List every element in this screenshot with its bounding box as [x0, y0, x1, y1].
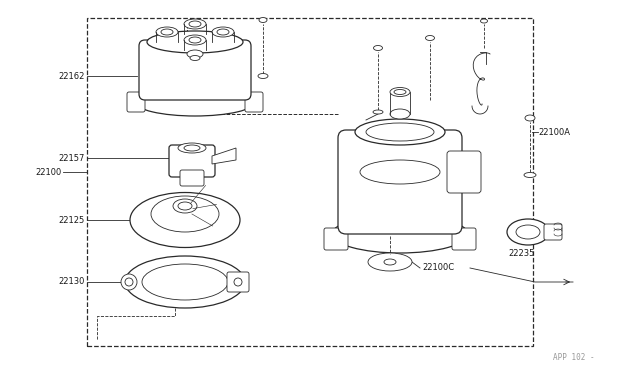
- Ellipse shape: [156, 27, 178, 37]
- FancyBboxPatch shape: [227, 272, 249, 292]
- Ellipse shape: [125, 256, 245, 308]
- FancyBboxPatch shape: [139, 40, 251, 100]
- Ellipse shape: [130, 192, 240, 247]
- Ellipse shape: [384, 259, 396, 265]
- FancyBboxPatch shape: [324, 228, 348, 250]
- Ellipse shape: [184, 19, 206, 29]
- Ellipse shape: [178, 143, 206, 153]
- FancyBboxPatch shape: [245, 92, 263, 112]
- Text: 22162: 22162: [59, 71, 85, 80]
- Ellipse shape: [524, 173, 536, 177]
- Ellipse shape: [366, 123, 434, 141]
- FancyBboxPatch shape: [169, 145, 215, 177]
- Ellipse shape: [368, 253, 412, 271]
- Text: 22157: 22157: [59, 154, 85, 163]
- Ellipse shape: [187, 50, 203, 58]
- Ellipse shape: [258, 74, 268, 78]
- Ellipse shape: [360, 160, 440, 184]
- Text: 22125: 22125: [59, 215, 85, 224]
- Ellipse shape: [481, 19, 488, 23]
- Ellipse shape: [142, 264, 228, 300]
- Ellipse shape: [161, 29, 173, 35]
- Ellipse shape: [217, 29, 229, 35]
- Ellipse shape: [259, 17, 267, 22]
- Polygon shape: [212, 148, 236, 164]
- Ellipse shape: [394, 90, 406, 94]
- Text: 22100C: 22100C: [422, 263, 454, 273]
- Ellipse shape: [190, 55, 200, 61]
- Circle shape: [125, 278, 133, 286]
- Ellipse shape: [516, 225, 540, 239]
- Ellipse shape: [373, 110, 383, 114]
- Circle shape: [234, 278, 242, 286]
- FancyBboxPatch shape: [127, 92, 145, 112]
- FancyBboxPatch shape: [544, 224, 562, 240]
- Ellipse shape: [426, 35, 435, 41]
- FancyBboxPatch shape: [452, 228, 476, 250]
- FancyBboxPatch shape: [180, 170, 204, 186]
- Ellipse shape: [184, 145, 200, 151]
- Ellipse shape: [525, 115, 535, 121]
- Ellipse shape: [390, 87, 410, 96]
- Ellipse shape: [507, 219, 549, 245]
- Ellipse shape: [390, 109, 410, 119]
- Ellipse shape: [178, 202, 192, 210]
- Text: APP 102 -: APP 102 -: [554, 353, 595, 362]
- Ellipse shape: [355, 119, 445, 145]
- Circle shape: [121, 274, 137, 290]
- Ellipse shape: [147, 31, 243, 53]
- Bar: [87, 18, 533, 346]
- Ellipse shape: [332, 215, 468, 253]
- Ellipse shape: [173, 199, 197, 213]
- Ellipse shape: [151, 196, 219, 232]
- Ellipse shape: [212, 27, 234, 37]
- Text: 22100A: 22100A: [538, 128, 570, 137]
- FancyBboxPatch shape: [447, 151, 481, 193]
- Ellipse shape: [135, 88, 255, 116]
- Ellipse shape: [184, 35, 206, 45]
- Ellipse shape: [374, 45, 383, 51]
- Text: 22130: 22130: [59, 278, 85, 286]
- Ellipse shape: [189, 37, 201, 43]
- FancyBboxPatch shape: [338, 130, 462, 234]
- Text: 22235: 22235: [509, 250, 535, 259]
- Text: 22100: 22100: [36, 167, 62, 176]
- Ellipse shape: [189, 21, 201, 27]
